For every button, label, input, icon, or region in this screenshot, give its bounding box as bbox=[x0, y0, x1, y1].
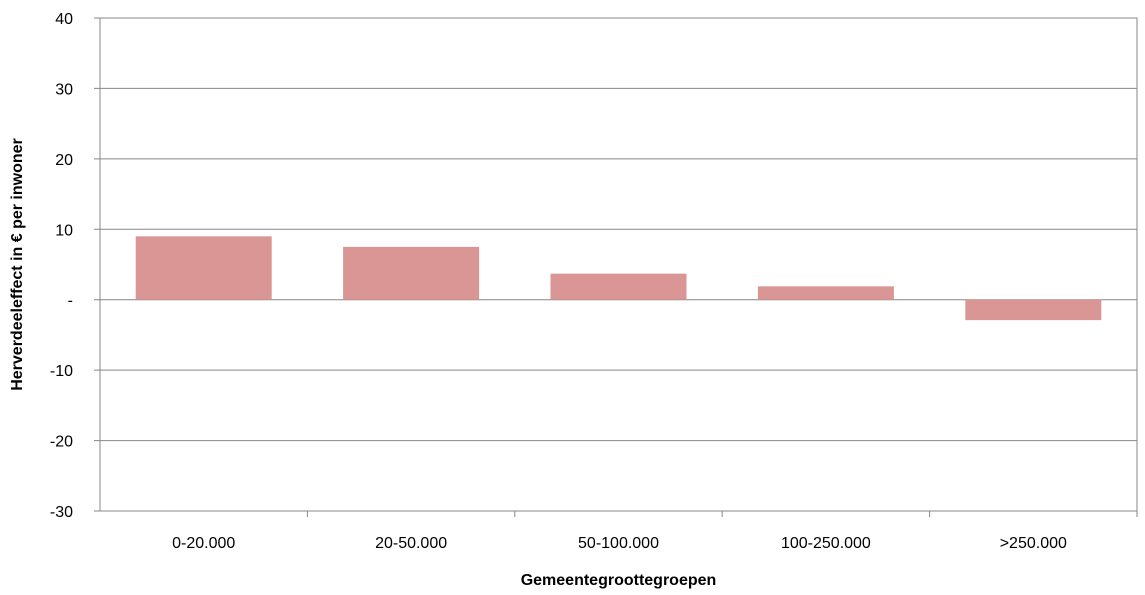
y-tick-label: - bbox=[68, 293, 73, 310]
bar bbox=[965, 299, 1102, 321]
x-tick-label: 0-20.000 bbox=[172, 535, 235, 552]
bar bbox=[135, 236, 272, 300]
y-tick-label: -10 bbox=[50, 363, 73, 380]
x-tick-label: 50-100.000 bbox=[578, 535, 659, 552]
bars bbox=[135, 236, 1102, 321]
bar bbox=[550, 273, 687, 300]
plot-area bbox=[99, 17, 1138, 512]
x-tick-label: >250.000 bbox=[1000, 535, 1067, 552]
y-tick-label: 10 bbox=[55, 222, 73, 239]
y-axis-title: Herverdeeleffect in € per inwoner bbox=[9, 138, 26, 391]
x-axis-ticks: 0-20.000 20-50.000 50-100.000 100-250.000 >2… bbox=[172, 511, 1138, 552]
x-tick-label: 100-250.000 bbox=[781, 535, 871, 552]
x-tick-label: 20-50.000 bbox=[375, 535, 447, 552]
y-tick-label: -30 bbox=[50, 504, 73, 521]
y-tick-label: -20 bbox=[50, 434, 73, 451]
y-tick-label: 20 bbox=[55, 152, 73, 169]
bar bbox=[343, 246, 480, 300]
y-tick-label: 40 bbox=[55, 11, 73, 28]
bar bbox=[757, 286, 894, 300]
x-axis-title: Gemeentegroottegroepen bbox=[521, 572, 717, 589]
y-tick-label: 30 bbox=[55, 81, 73, 98]
